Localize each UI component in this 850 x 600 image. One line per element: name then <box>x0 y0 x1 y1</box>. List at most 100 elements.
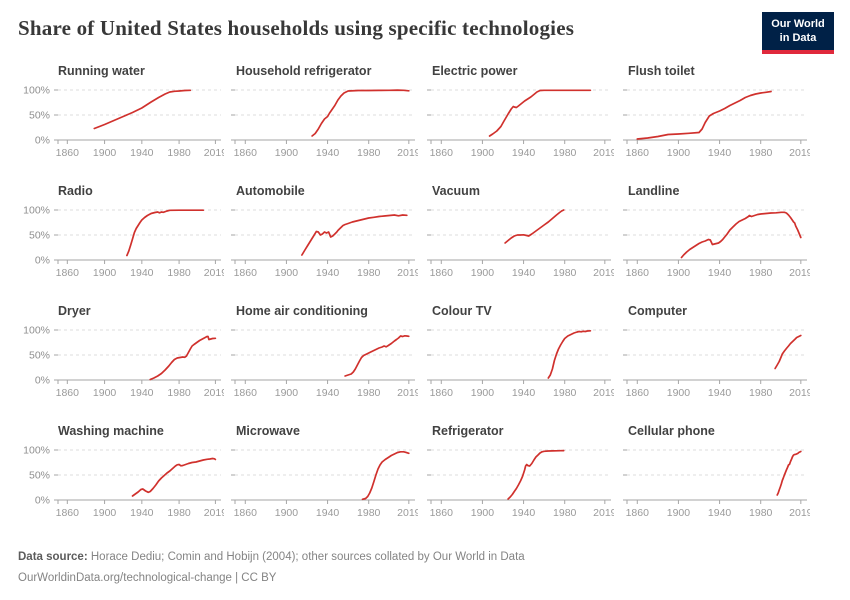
x-tick-label: 1860 <box>430 507 454 519</box>
x-tick-label: 1860 <box>56 507 80 519</box>
chart-panel-colour-tv: Colour TV 1860 1900 1940 1980 2019 <box>424 304 620 407</box>
series-line <box>344 334 410 377</box>
series-line <box>636 90 772 140</box>
x-tick-label: 1980 <box>167 267 191 279</box>
x-tick-label: 1900 <box>667 267 691 279</box>
x-tick-label: 1900 <box>93 147 117 159</box>
x-tick-label: 1900 <box>667 507 691 519</box>
y-tick-label: 0% <box>35 494 50 506</box>
x-tick-label: 1940 <box>316 387 340 399</box>
x-tick-label: 2019 <box>789 147 810 159</box>
x-tick-label: 1900 <box>471 267 495 279</box>
series-line <box>488 89 592 137</box>
x-tick-label: 1860 <box>234 507 258 519</box>
x-tick-label: 1980 <box>749 267 773 279</box>
panel-title: Computer <box>628 303 688 318</box>
data-source-label: Data source: <box>18 550 88 563</box>
x-tick-label: 1900 <box>667 387 691 399</box>
chart-panel-household-refrigerator: Household refrigerator 1860 1900 1940 1980 20… <box>228 64 424 167</box>
x-tick-label: 1980 <box>553 267 577 279</box>
panel-title: Vacuum <box>432 183 480 198</box>
x-tick-label: 1980 <box>749 507 773 519</box>
x-tick-label: 1940 <box>316 267 340 279</box>
x-tick-label: 1980 <box>167 387 191 399</box>
chart-panel-automobile: Automobile 1860 1900 1940 1980 2019 <box>228 184 424 287</box>
y-tick-label: 100% <box>23 204 50 216</box>
x-tick-label: 2019 <box>789 387 810 399</box>
y-tick-label: 0% <box>35 374 50 386</box>
chart-panel-vacuum: Vacuum 1860 1900 1940 1980 2019 <box>424 184 620 287</box>
x-tick-label: 1900 <box>275 387 299 399</box>
series-line <box>93 89 192 129</box>
chart-panel-flush-toilet: Flush toilet 1860 1900 1940 1980 2019 <box>620 64 818 167</box>
series-line <box>126 208 205 256</box>
y-tick-label: 100% <box>23 444 50 456</box>
x-tick-label: 1940 <box>130 147 154 159</box>
x-tick-label: 1860 <box>430 387 454 399</box>
panel-title: Flush toilet <box>628 63 695 78</box>
line-chart: 1860 1900 1940 1980 2019 <box>623 89 813 159</box>
x-tick-label: 2019 <box>593 147 614 159</box>
panel-title: Household refrigerator <box>236 63 372 78</box>
x-tick-label: 1900 <box>275 507 299 519</box>
x-tick-label: 1860 <box>430 267 454 279</box>
x-tick-label: 2019 <box>397 267 418 279</box>
y-tick-label: 0% <box>35 134 50 146</box>
x-tick-label: 2019 <box>397 507 418 519</box>
line-chart: 1860 1900 1940 1980 2019 <box>427 89 617 159</box>
x-tick-label: 1900 <box>275 267 299 279</box>
x-tick-label: 1980 <box>357 267 381 279</box>
y-tick-label: 100% <box>23 324 50 336</box>
x-tick-label: 2019 <box>397 387 418 399</box>
x-tick-label: 1940 <box>130 507 154 519</box>
series-line <box>301 213 408 256</box>
line-chart: 1860 1900 1940 1980 2019 <box>623 209 813 279</box>
panel-title: Microwave <box>236 423 300 438</box>
line-chart: 1860 1900 1940 1980 2019 0% 50% 100% <box>23 204 227 279</box>
series-line <box>311 88 410 137</box>
x-tick-label: 1940 <box>708 267 732 279</box>
x-tick-label: 2019 <box>397 147 418 159</box>
charts-grid: Running water 1860 1900 1940 1980 2019 0% 50% 10… <box>16 64 844 527</box>
line-chart: 1860 1900 1940 1980 2019 <box>623 329 813 399</box>
x-tick-label: 1940 <box>708 507 732 519</box>
line-chart: 1860 1900 1940 1980 2019 <box>623 449 813 519</box>
panel-title: Cellular phone <box>628 423 715 438</box>
x-tick-label: 1860 <box>234 267 258 279</box>
chart-footer: Data source: Horace Dediu; Comin and Hob… <box>0 527 850 590</box>
chart-panel-refrigerator: Refrigerator 1860 1900 1940 1980 2019 <box>424 424 620 527</box>
x-tick-label: 1940 <box>130 387 154 399</box>
panel-title: Refrigerator <box>432 423 504 438</box>
chart-panel-running-water: Running water 1860 1900 1940 1980 2019 0% 50% 10… <box>16 64 228 167</box>
series-line <box>507 449 565 500</box>
data-source-text: Horace Dediu; Comin and Hobijn (2004); o… <box>87 550 525 563</box>
chart-panel-computer: Computer 1860 1900 1940 1980 2019 <box>620 304 818 407</box>
x-tick-label: 2019 <box>204 267 224 279</box>
x-tick-label: 2019 <box>204 387 224 399</box>
owid-logo-line2: in Data <box>779 32 817 45</box>
line-chart: 1860 1900 1940 1980 2019 <box>231 209 421 279</box>
chart-header: Share of United States households using … <box>0 0 850 56</box>
x-tick-label: 1980 <box>553 387 577 399</box>
x-tick-label: 1980 <box>357 387 381 399</box>
x-tick-label: 1940 <box>130 267 154 279</box>
panel-title: Running water <box>58 63 145 78</box>
x-tick-label: 2019 <box>204 507 224 519</box>
x-tick-label: 1940 <box>512 507 536 519</box>
x-tick-label: 1980 <box>357 147 381 159</box>
panel-title: Dryer <box>58 303 91 318</box>
chart-panel-microwave: Microwave 1860 1900 1940 1980 2019 <box>228 424 424 527</box>
series-line <box>774 334 802 369</box>
series-line <box>361 450 410 500</box>
x-tick-label: 2019 <box>789 267 810 279</box>
y-tick-label: 50% <box>29 349 50 361</box>
x-tick-label: 1900 <box>93 387 117 399</box>
chart-panel-radio: Radio 1860 1900 1940 1980 2019 0% 50% 100% <box>16 184 228 287</box>
chart-panel-dryer: Dryer 1860 1900 1940 1980 2019 0% 50% 100% <box>16 304 228 407</box>
y-tick-label: 50% <box>29 229 50 241</box>
x-tick-label: 1900 <box>667 147 691 159</box>
line-chart: 1860 1900 1940 1980 2019 0% 50% 100% <box>23 324 227 399</box>
line-chart: 1860 1900 1940 1980 2019 <box>231 88 421 159</box>
chart-panel-washing-machine: Washing machine 1860 1900 1940 1980 2019 0% 50%… <box>16 424 228 527</box>
x-tick-label: 1940 <box>316 507 340 519</box>
